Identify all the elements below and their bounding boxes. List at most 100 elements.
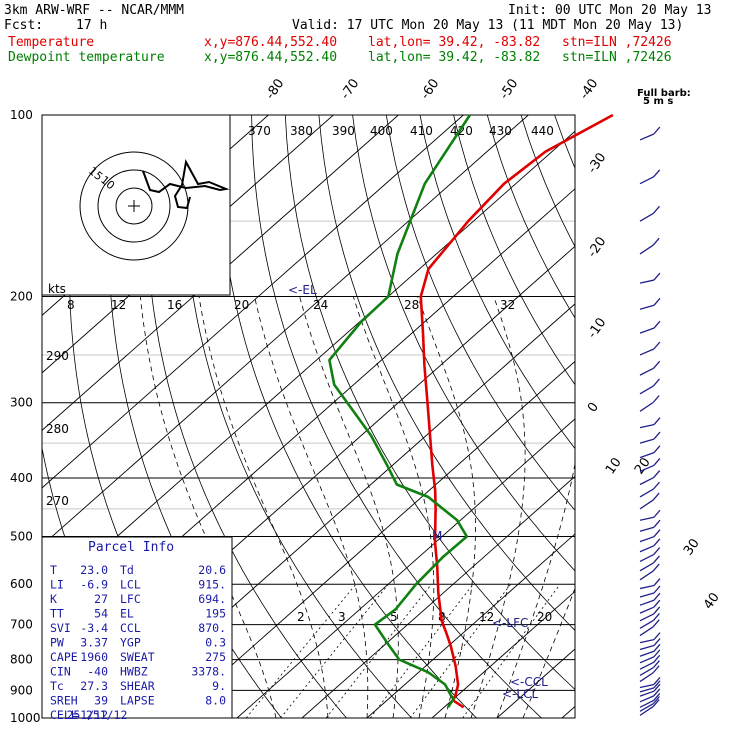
wind-barb-flag (653, 692, 661, 701)
wind-barb (639, 643, 661, 657)
moist-adiabat (198, 296, 329, 718)
moist-adiabat (522, 587, 575, 718)
wind-barb (639, 585, 661, 598)
parcel-value: 20.6 (198, 563, 226, 577)
hodograph-ring (115, 187, 153, 225)
wind-barb-staff (639, 499, 654, 510)
el-marker: <-EL (288, 283, 317, 297)
wind-barb-staff (639, 667, 654, 677)
wind-barb-flag (653, 632, 661, 641)
wind-barb-flag (652, 660, 660, 669)
wind-barb-staff (639, 385, 654, 395)
parcel-key: SREH (50, 694, 78, 708)
wind-barb (639, 696, 660, 712)
parcel-value: -40 (87, 665, 108, 679)
wind-barb (639, 481, 660, 498)
parcel-value: 694. (198, 592, 226, 606)
parcel-value: -3.4 (80, 621, 108, 635)
wind-barb-flag (653, 638, 661, 646)
wind-barb (639, 578, 661, 590)
parcel-key: YGP (120, 636, 141, 650)
wind-barb (639, 492, 660, 510)
wind-barb-staff (639, 212, 654, 222)
theta-label: 400 (370, 124, 393, 138)
hodograph-speed-label: kts (48, 282, 66, 296)
wind-barb-flag (653, 677, 661, 685)
wind-barb-flag (653, 470, 661, 479)
init-time: Init: 00 UTC Mon 20 May 13 (508, 3, 712, 18)
isotherm-label: 30 (681, 536, 703, 558)
wind-barb-staff (639, 702, 654, 712)
parcel-value: 39 (94, 694, 108, 708)
parcel-key: CELL (50, 708, 78, 722)
isotherm-line (42, 115, 529, 547)
isotherm-label: -70 (338, 76, 362, 102)
isotherm-label: -10 (585, 315, 609, 341)
wind-barb-staff (639, 536, 655, 543)
wind-barb (639, 417, 661, 429)
wind-barb-staff (639, 619, 654, 629)
parcel-value: = 251/12 (72, 708, 127, 722)
wind-barb-staff (639, 613, 654, 622)
dry-adiabat (419, 115, 575, 450)
isotherm-line (42, 130, 575, 604)
parcel-value: -6.9 (80, 578, 108, 592)
mixing-ratio-line (245, 583, 357, 718)
dew-legend-xy: x,y=876.44,552.40 (204, 50, 338, 65)
wind-barb-staff (639, 304, 655, 310)
wind-barb (639, 677, 661, 689)
hodograph-trace (142, 159, 230, 210)
wind-barb-staff (639, 584, 655, 590)
dewpoint-line (328, 114, 471, 709)
wind-barb-staff (639, 626, 654, 637)
wind-barb (639, 649, 661, 664)
dry-adiabat (145, 115, 347, 718)
moist-adiabat (470, 296, 526, 718)
dry-adiabat (689, 115, 740, 718)
wind-barb-staff (639, 570, 654, 581)
wind-barb (639, 431, 661, 444)
model-title: 3km ARW-WRF -- NCAR/MMM (4, 3, 185, 18)
theta-label: 390 (332, 124, 355, 138)
wind-barb-flag (652, 619, 660, 628)
wind-barb (639, 619, 660, 637)
wind-barb (639, 538, 661, 553)
wind-barb-staff (639, 545, 655, 553)
isotherm-line (42, 115, 399, 431)
wind-barb-flag (653, 547, 661, 555)
wind-barb-flag (653, 417, 661, 426)
wind-barb (639, 688, 661, 703)
wind-barb (639, 205, 660, 222)
dry-adiabat (554, 115, 575, 170)
parcel-value: 1960 (80, 650, 108, 664)
hodograph (41, 114, 231, 296)
dew-legend-name: Dewpoint temperature (8, 50, 165, 65)
wind-barb (639, 699, 660, 716)
hodograph-speed-label: 28 (404, 298, 419, 312)
parcel-key: Td (120, 563, 134, 577)
wind-barb (639, 378, 660, 395)
parcel-value: 0.3 (205, 636, 226, 650)
wind-barb-staff (639, 690, 655, 697)
hodograph-speed-label: 20 (234, 298, 249, 312)
wind-barb-staff (639, 348, 655, 356)
wind-barb (639, 297, 661, 310)
wind-barb-staff (639, 516, 655, 521)
wind-barb-staff (639, 706, 654, 716)
barb-legend-title: Full barb: (637, 88, 691, 99)
wind-barb-flag (653, 606, 661, 615)
wind-barb-flag (653, 529, 661, 538)
wind-barb-staff (639, 477, 654, 486)
wind-barb-flag (653, 592, 661, 601)
wind-barb-flag (653, 360, 661, 369)
wind-barb (639, 592, 661, 606)
wind-barb (639, 555, 660, 572)
wind-barb-flag (653, 680, 661, 689)
parcel-value: 54 (94, 607, 108, 621)
pressure-tick-label: 100 (10, 108, 33, 122)
dry-adiabat (385, 115, 575, 511)
mixing-ratio-label: 20 (537, 610, 552, 624)
hodograph-speed-label: 24 (313, 298, 328, 312)
wind-barb-staff (639, 606, 655, 614)
